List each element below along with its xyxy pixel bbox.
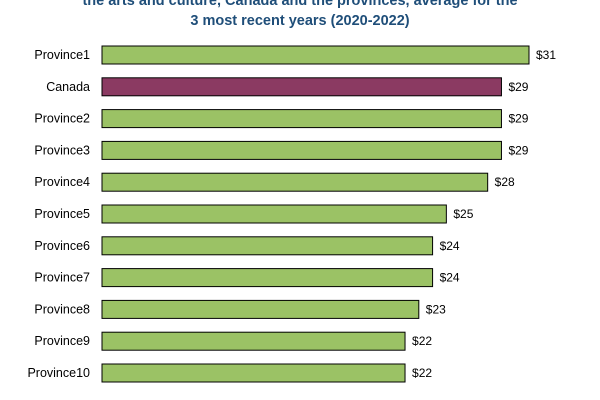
value-label: $22 bbox=[412, 334, 432, 348]
bar-canada bbox=[101, 77, 502, 97]
chart-title-line-1: the arts and culture, Canada and the pro… bbox=[82, 0, 518, 9]
category-label: Canada bbox=[46, 80, 90, 94]
bar-province8 bbox=[101, 299, 420, 319]
category-label: Province10 bbox=[27, 366, 90, 380]
category-label: Province6 bbox=[34, 239, 90, 253]
chart-title: the arts and culture, Canada and the pro… bbox=[0, 0, 600, 31]
category-label: Province7 bbox=[34, 271, 90, 285]
bar-province9 bbox=[101, 331, 406, 351]
value-label: $22 bbox=[412, 366, 432, 380]
value-label: $25 bbox=[453, 207, 473, 221]
bar-province1 bbox=[101, 45, 530, 65]
category-label: Province3 bbox=[34, 143, 90, 157]
bar-province4 bbox=[101, 172, 489, 192]
bar-province7 bbox=[101, 268, 434, 288]
bar-province5 bbox=[101, 204, 447, 224]
bar-province10 bbox=[101, 363, 406, 383]
category-label: Province5 bbox=[34, 207, 90, 221]
value-label: $24 bbox=[440, 271, 460, 285]
chart-title-line-2: 3 most recent years (2020-2022) bbox=[190, 13, 410, 29]
value-label: $24 bbox=[440, 239, 460, 253]
value-label: $29 bbox=[508, 143, 528, 157]
value-label: $28 bbox=[495, 175, 515, 189]
value-label: $31 bbox=[536, 48, 556, 62]
value-label: $29 bbox=[508, 112, 528, 126]
category-label: Province2 bbox=[34, 112, 90, 126]
bar-province6 bbox=[101, 236, 434, 256]
value-label: $23 bbox=[426, 302, 446, 316]
bar-province2 bbox=[101, 109, 502, 129]
category-label: Province8 bbox=[34, 302, 90, 316]
bar-province3 bbox=[101, 140, 502, 160]
category-label: Province9 bbox=[34, 334, 90, 348]
category-label: Province1 bbox=[34, 48, 90, 62]
value-label: $29 bbox=[508, 80, 528, 94]
category-label: Province4 bbox=[34, 175, 90, 189]
